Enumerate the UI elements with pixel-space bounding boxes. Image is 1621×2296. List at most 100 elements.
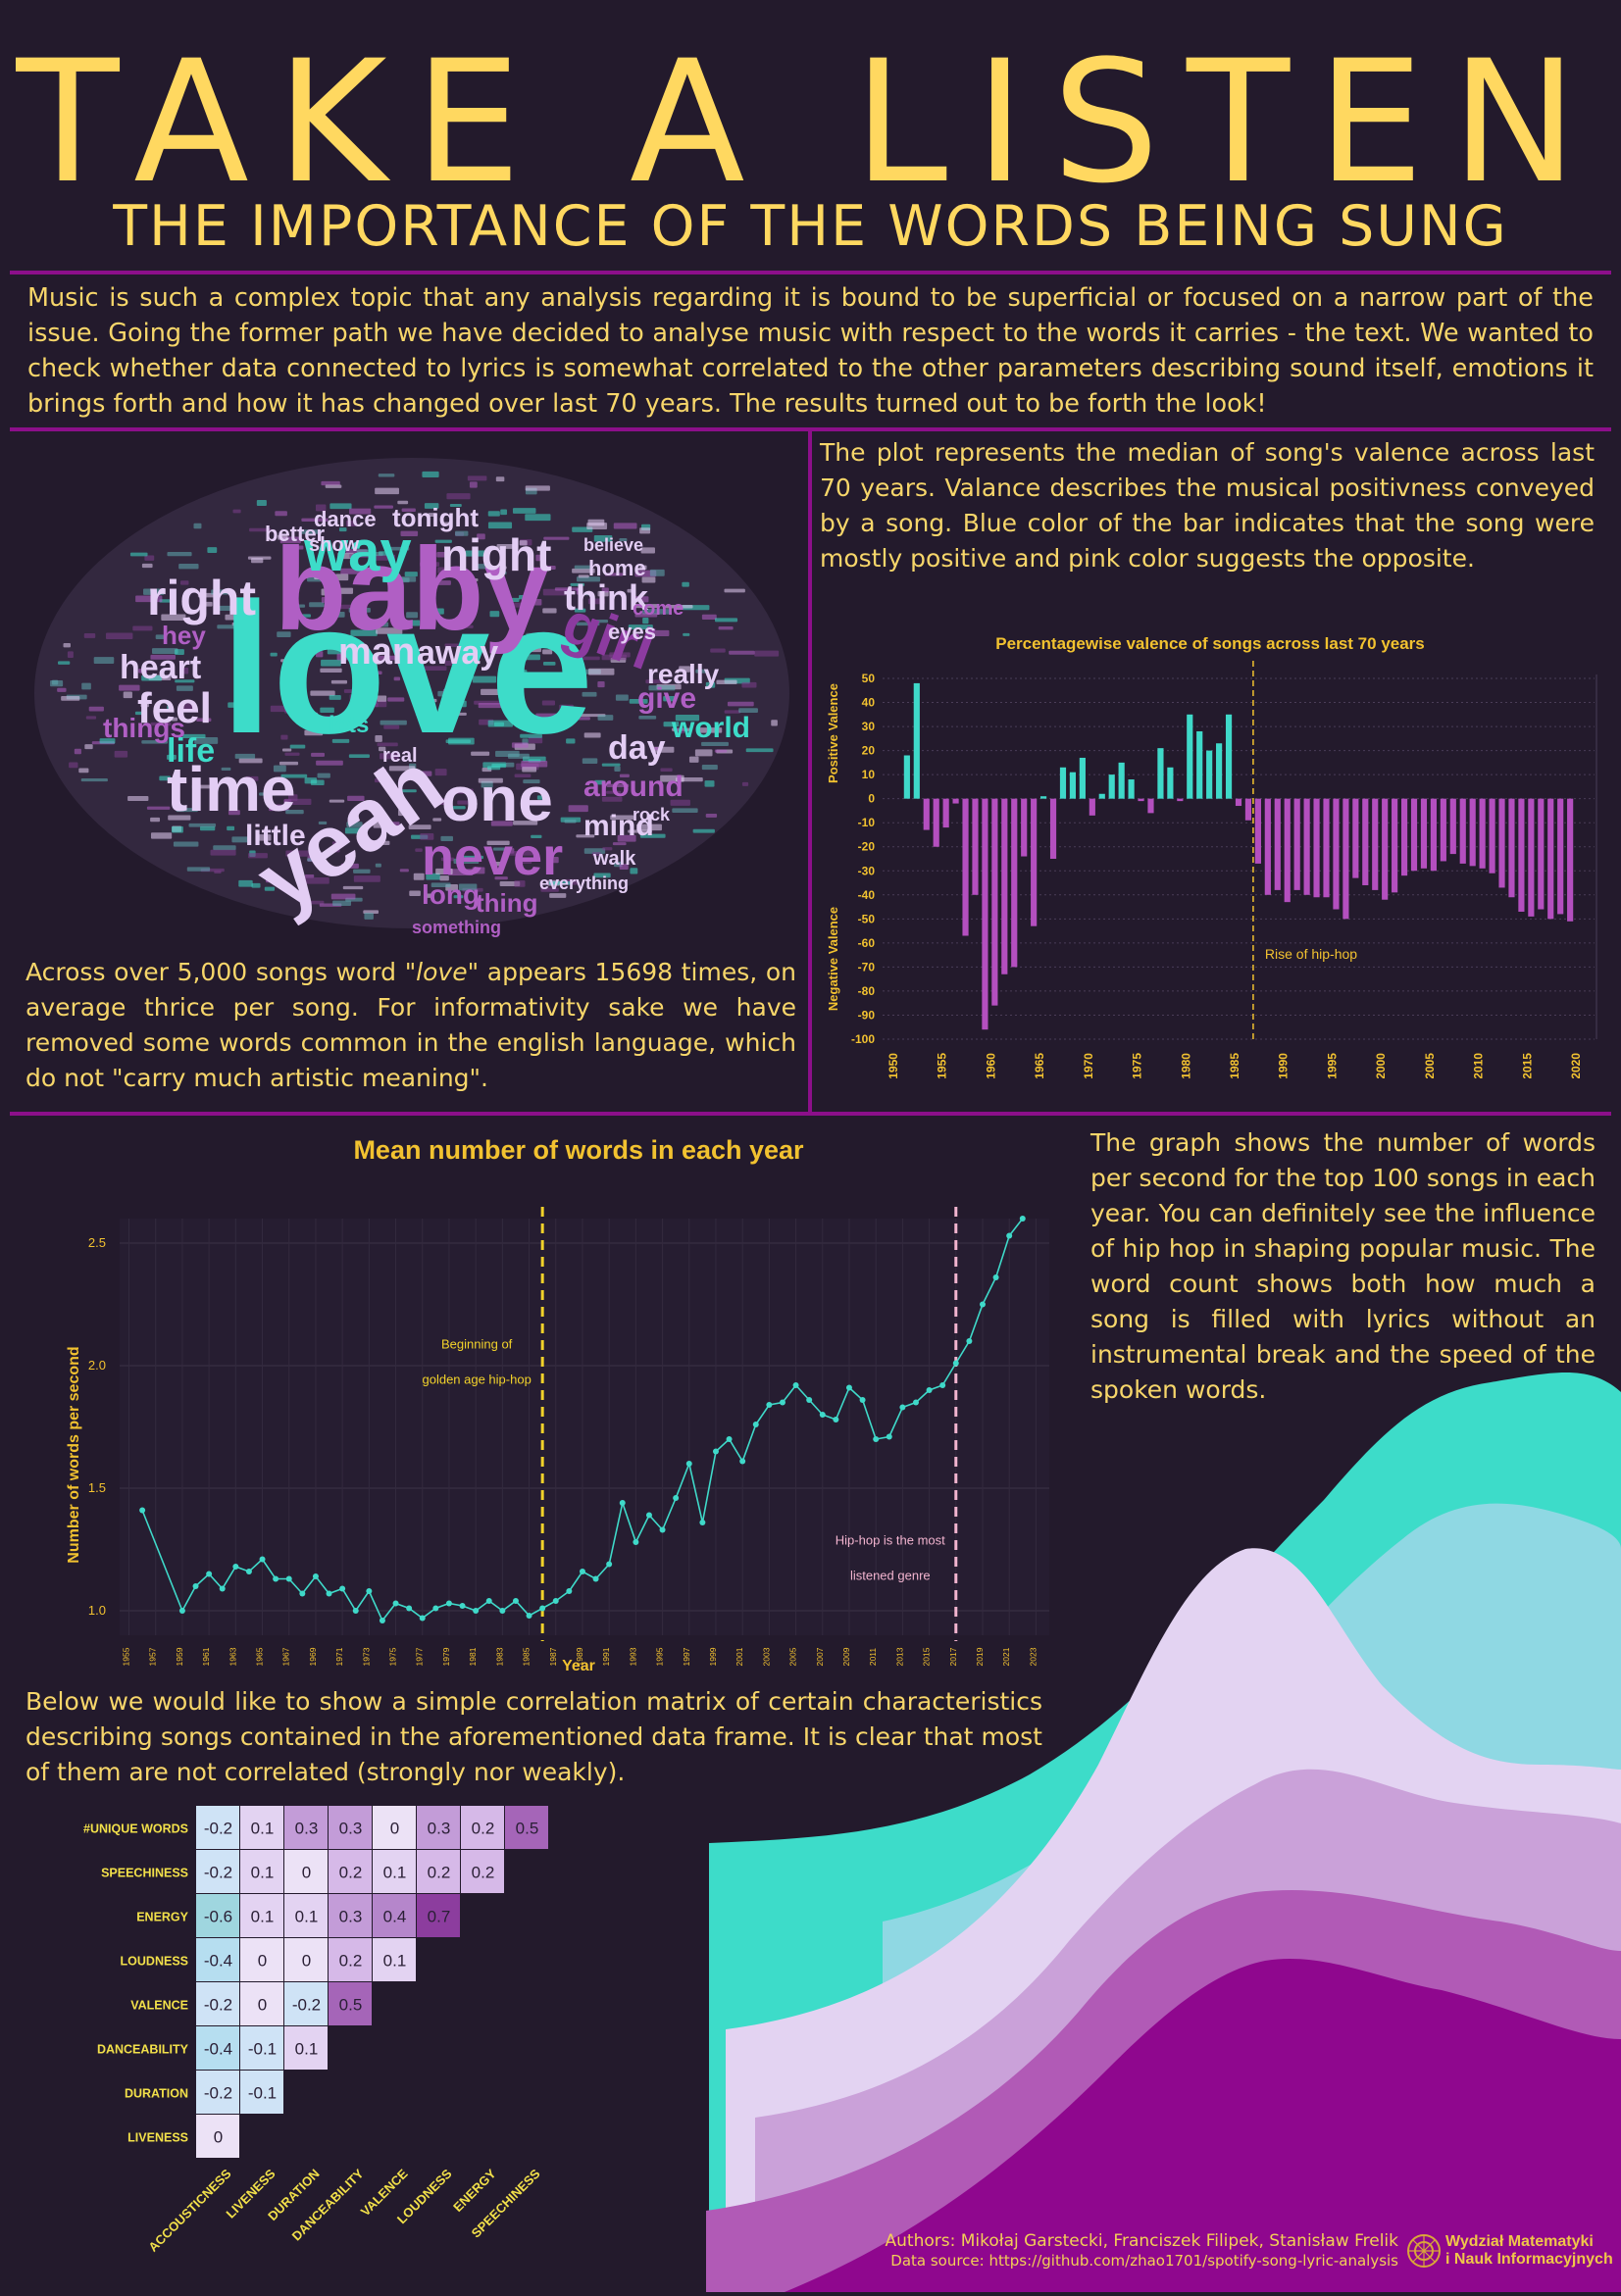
- y-tick-label: -20: [858, 840, 876, 854]
- wordcloud-texture: [639, 833, 666, 838]
- matrix-cell: [417, 1806, 460, 1849]
- matrix-cell-value: 0.2: [472, 1864, 495, 1882]
- wordcloud-texture: [521, 761, 548, 768]
- wordcloud-texture: [514, 774, 532, 778]
- wordcloud-texture: [227, 825, 235, 831]
- words-data-point: [232, 1564, 239, 1570]
- wordcloud-texture: [542, 608, 557, 614]
- wordcloud-texture: [705, 681, 716, 688]
- wordcloud-texture: [695, 669, 707, 674]
- x-tick-label: 1995: [1325, 1053, 1339, 1078]
- matrix-column-label: ACCOUSTICNESS: [145, 2166, 234, 2255]
- words-ylabel: Number of words per second: [66, 1346, 82, 1563]
- y-tick-label: -80: [858, 984, 876, 998]
- wordcloud-texture: [50, 680, 64, 687]
- wordcloud-texture: [245, 775, 259, 781]
- words-data-point: [219, 1585, 226, 1592]
- wordcloud-word: time: [167, 754, 296, 824]
- wordcloud-texture: [415, 712, 435, 717]
- x-tick-label: 1979: [441, 1647, 451, 1666]
- matrix-cell-value: 0.1: [383, 1864, 407, 1882]
- x-tick-label: 1960: [984, 1053, 997, 1078]
- wordcloud-texture: [638, 716, 657, 720]
- valence-chart: Percentagewise valence of songs across l…: [820, 627, 1600, 1079]
- matrix-cell-value: -0.4: [204, 2040, 232, 2059]
- y-tick-label: 1.0: [88, 1603, 106, 1618]
- words-data-point: [633, 1539, 639, 1545]
- wordcloud-texture: [424, 666, 447, 671]
- x-tick-label: 1965: [1033, 1053, 1046, 1078]
- wordcloud-texture: [129, 552, 148, 557]
- wordcloud-texture: [518, 594, 526, 600]
- wordcloud-texture: [366, 622, 389, 627]
- wordcloud-texture: [270, 705, 293, 713]
- wordcloud-texture: [285, 614, 311, 618]
- wordcloud-texture: [422, 471, 439, 477]
- wordcloud-texture: [406, 612, 419, 619]
- wordcloud-texture: [705, 814, 718, 818]
- wordcloud-texture: [546, 857, 559, 864]
- wordcloud-texture: [771, 720, 778, 726]
- divider: [808, 429, 812, 1112]
- wordcloud-texture: [374, 505, 393, 509]
- valence-bar: [1138, 798, 1144, 802]
- wordcloud-texture: [617, 834, 636, 842]
- x-tick-label: 2010: [1472, 1053, 1486, 1078]
- wordcloud-texture: [487, 511, 500, 517]
- wordcloud-texture: [105, 632, 133, 640]
- valence-bar: [1108, 774, 1115, 799]
- wordcloud-texture: [238, 758, 263, 764]
- wordcloud-texture: [500, 509, 508, 516]
- wordcloud-texture: [132, 625, 153, 631]
- wordcloud-texture: [583, 591, 592, 596]
- wordcloud-texture: [397, 789, 417, 793]
- valence-bar: [1518, 798, 1525, 912]
- words-data-point: [432, 1605, 439, 1612]
- wordcloud-texture: [628, 829, 652, 833]
- valence-bar: [1528, 798, 1535, 917]
- wordcloud-word: man: [338, 631, 415, 673]
- wordcloud-texture: [404, 572, 418, 577]
- wordcloud-texture: [74, 748, 81, 755]
- wordcloud-texture: [535, 713, 557, 720]
- wordcloud-texture: [315, 504, 327, 512]
- wordcloud-texture: [211, 589, 232, 595]
- wordcloud-texture: [379, 753, 399, 760]
- wordcloud-texture: [566, 717, 590, 721]
- wordcloud-word: right: [147, 571, 256, 625]
- wordcloud-texture: [143, 588, 165, 595]
- wordcloud-texture: [400, 530, 419, 537]
- valence-bar: [1206, 750, 1213, 799]
- wordcloud-texture: [322, 611, 345, 618]
- wordcloud-texture: [123, 691, 132, 699]
- wordcloud-texture: [444, 806, 466, 810]
- wordcloud-word: everything: [539, 873, 629, 893]
- wordcloud-word: thing: [476, 888, 538, 918]
- valence-bar: [1069, 772, 1077, 799]
- x-tick-label: 1987: [548, 1647, 558, 1666]
- wordcloud-texture: [336, 653, 361, 661]
- x-tick-label: 2021: [1001, 1647, 1011, 1666]
- matrix-cell: [329, 1938, 372, 1981]
- valence-bar: [1449, 798, 1456, 855]
- x-tick-label: 1975: [1131, 1053, 1144, 1078]
- correlation-matrix-svg: #UNIQUE WORDS -0.2 0.1 0.3 0.3 0 0.3 0.2 0.5 SPEE…: [83, 1806, 548, 2255]
- matrix-cell: [461, 1806, 504, 1849]
- valence-bar: [1089, 798, 1095, 816]
- matrix-cell: [284, 1806, 328, 1849]
- y-tick-label: -70: [858, 960, 876, 973]
- wordcloud-texture: [549, 893, 567, 898]
- y-tick-label: -10: [858, 816, 876, 829]
- wordcloud-texture: [348, 607, 371, 613]
- wordcloud-texture: [597, 680, 605, 688]
- valence-bar: [1372, 798, 1379, 890]
- wordcloud-texture: [314, 573, 332, 580]
- words-data-point: [419, 1615, 426, 1622]
- matrix-row-label: VALENCE: [130, 1999, 188, 2013]
- wordcloud-texture: [639, 527, 651, 534]
- wordcloud-texture: [576, 576, 600, 582]
- wordcloud-texture: [516, 627, 523, 635]
- wordcloud-texture: [453, 858, 480, 865]
- matrix-cell: [196, 1938, 239, 1981]
- wordcloud-texture: [543, 536, 570, 540]
